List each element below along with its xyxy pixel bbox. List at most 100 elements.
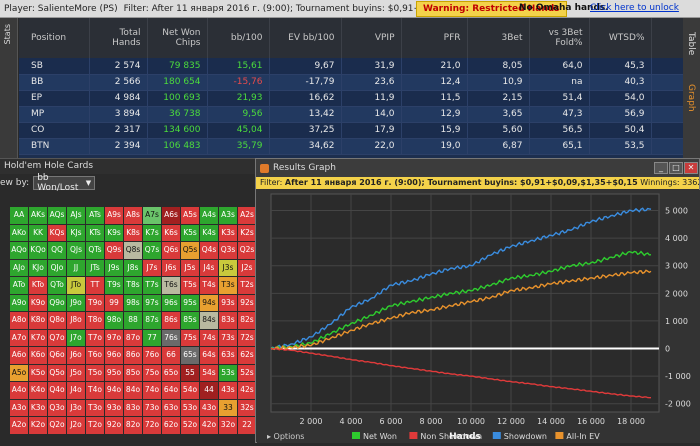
hand-cell[interactable]: J2o [67,417,85,434]
hand-cell[interactable]: A5o [10,364,28,381]
hand-cell[interactable]: Q3s [219,242,237,259]
hand-cell[interactable]: 64s [200,347,218,364]
hand-cell[interactable]: 94s [200,294,218,311]
hand-cell[interactable]: A2s [238,207,256,224]
hand-cell[interactable]: Q6o [48,347,66,364]
hand-cell[interactable]: 65s [181,347,199,364]
hand-cell[interactable]: K6o [29,347,47,364]
hand-cell[interactable]: A6o [10,347,28,364]
stats-side-tab[interactable]: Stats [0,18,18,158]
hand-cell[interactable]: 83o [124,399,142,416]
hand-cell[interactable]: K7s [143,224,161,241]
col-header-pfr[interactable]: PFR [401,18,468,58]
hand-cell[interactable]: K5o [29,364,47,381]
hand-cell[interactable]: K7o [29,329,47,346]
hand-cell[interactable]: 73o [143,399,161,416]
table-row[interactable]: CO 2 317 134 600 45,04 37,25 17,9 15,9 5,60 56,5… [19,122,683,139]
hand-cell[interactable]: Q6s [162,242,180,259]
hand-cell[interactable]: K4s [200,224,218,241]
hand-cell[interactable]: 73s [219,329,237,346]
hand-cell[interactable]: 62s [238,347,256,364]
hand-cell[interactable]: 43s [219,382,237,399]
hand-cell[interactable]: T2o [86,417,104,434]
hand-cell[interactable]: 44 [200,382,218,399]
hand-cell[interactable]: 52o [181,417,199,434]
hand-cell[interactable]: K2s [238,224,256,241]
hand-cell[interactable]: Q4o [48,382,66,399]
hand-cell[interactable]: Q5o [48,364,66,381]
hand-cell[interactable]: 42o [200,417,218,434]
hand-cell[interactable]: T9s [105,277,123,294]
hand-cell[interactable]: T5s [181,277,199,294]
hand-cell[interactable]: QQ [48,242,66,259]
hand-cell[interactable]: 75s [181,329,199,346]
hand-cell[interactable]: JTs [86,259,104,276]
hand-cell[interactable]: 32s [238,399,256,416]
hand-cell[interactable]: 95o [105,364,123,381]
hand-cell[interactable]: A9o [10,294,28,311]
hand-cell[interactable]: 62o [162,417,180,434]
hand-cell[interactable]: 54o [181,382,199,399]
hand-cell[interactable]: 42s [238,382,256,399]
hand-cell[interactable]: A8o [10,312,28,329]
hand-cell[interactable]: K6s [162,224,180,241]
hand-cell[interactable]: 64o [162,382,180,399]
hand-cell[interactable]: QJs [67,242,85,259]
hand-cell[interactable]: 87o [124,329,142,346]
hand-cell[interactable]: T2s [238,277,256,294]
hand-cell[interactable]: A5s [181,207,199,224]
table-row[interactable]: SB 2 574 79 835 15,61 9,67 31,9 21,0 8,05 64,0 45… [19,58,683,75]
hand-cell[interactable]: 86s [162,312,180,329]
hand-cell[interactable]: Q8s [124,242,142,259]
hand-cell[interactable]: K2o [29,417,47,434]
hand-cell[interactable]: QJo [48,259,66,276]
hand-cell[interactable]: J3o [67,399,85,416]
hand-cell[interactable]: AQo [10,242,28,259]
hand-cell[interactable]: 76s [162,329,180,346]
col-header-ev-bb100[interactable]: EV bb/100 [269,18,342,58]
hand-cell[interactable]: 93s [219,294,237,311]
tab-table[interactable]: Table [686,32,696,56]
hand-cell[interactable]: J8o [67,312,85,329]
hand-cell[interactable]: 96o [105,347,123,364]
hand-cell[interactable]: A7o [10,329,28,346]
hand-cell[interactable]: 94o [105,382,123,399]
hand-cell[interactable]: A2o [10,417,28,434]
hand-cell[interactable]: K8o [29,312,47,329]
hand-cell[interactable]: 33 [219,399,237,416]
hand-cell[interactable]: 85o [124,364,142,381]
hand-cell[interactable]: J9o [67,294,85,311]
hand-cell[interactable]: 32o [219,417,237,434]
table-row[interactable]: MP 3 894 36 738 9,56 13,42 14,0 12,9 3,65 47,3 56… [19,106,683,123]
col-header-total-hands[interactable]: Total Hands [89,18,148,58]
hand-cell[interactable]: J6s [162,259,180,276]
table-row[interactable]: BB 2 566 180 654 -15,76 -17,79 23,6 12,4 10,9 na… [19,74,683,91]
hand-cell[interactable]: 74s [200,329,218,346]
hand-cell[interactable]: A6s [162,207,180,224]
hand-cell[interactable]: 84o [124,382,142,399]
col-header-wtsd[interactable]: WTSD% [589,18,652,58]
hand-cell[interactable]: 22 [238,417,256,434]
hand-cell[interactable]: 85s [181,312,199,329]
close-button[interactable]: ✕ [684,162,698,174]
hand-cell[interactable]: Q2o [48,417,66,434]
hand-cell[interactable]: T3o [86,399,104,416]
hand-cell[interactable]: K5s [181,224,199,241]
hand-cell[interactable]: KK [29,224,47,241]
hand-cell[interactable]: AKo [10,224,28,241]
hand-cell[interactable]: 54s [200,364,218,381]
hand-cell[interactable]: 63s [219,347,237,364]
hand-cell[interactable]: 75o [143,364,161,381]
hand-cell[interactable]: K9o [29,294,47,311]
hand-cell[interactable]: J2s [238,259,256,276]
col-header-ws[interactable]: WS [651,18,683,58]
col-header-vs-3bet-fold[interactable]: vs 3Bet Fold% [529,18,590,58]
hand-cell[interactable]: A7s [143,207,161,224]
hand-cell[interactable]: 82o [124,417,142,434]
view-by-select[interactable]: bb Won/Lost ▼ [33,173,96,193]
hand-cell[interactable]: K3o [29,399,47,416]
hand-cell[interactable]: 86o [124,347,142,364]
hand-cell[interactable]: J3s [219,259,237,276]
hand-cell[interactable]: 92s [238,294,256,311]
hand-cell[interactable]: QTo [48,277,66,294]
